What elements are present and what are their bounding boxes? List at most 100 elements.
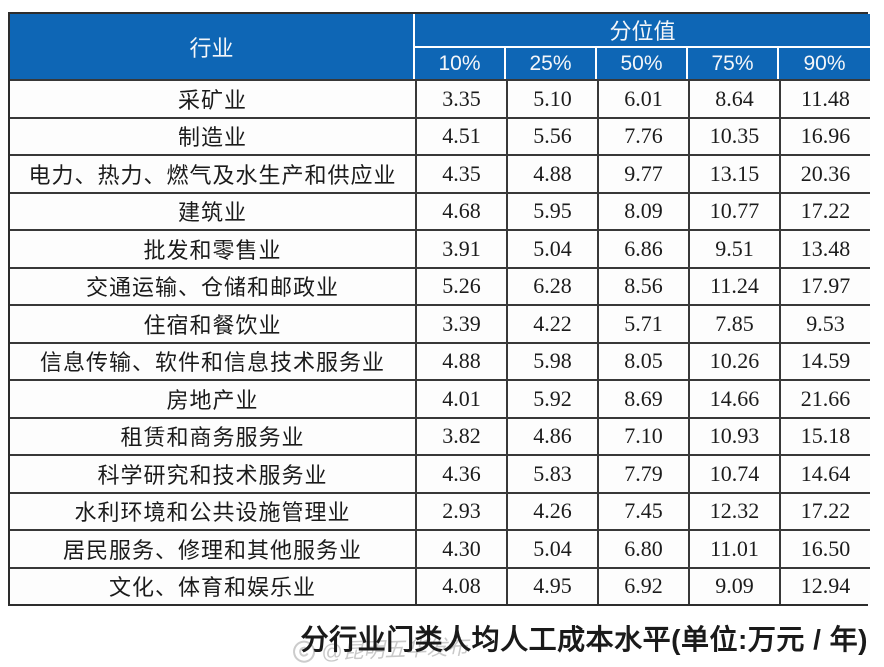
percentile-column-header: 90% [779, 48, 870, 79]
value-cell: 4.88 [506, 154, 597, 192]
value-cell: 17.22 [779, 191, 870, 229]
value-cell: 4.35 [415, 154, 506, 192]
table-row: 采矿业 3.35 5.10 6.01 8.64 11.48 [10, 79, 870, 117]
table-row: 制造业 4.51 5.56 7.76 10.35 16.96 [10, 116, 870, 154]
table-row: 房地产业 4.01 5.92 8.69 14.66 21.66 [10, 379, 870, 417]
value-cell: 10.35 [688, 116, 779, 154]
percentile-column-header: 10% [415, 48, 506, 79]
value-cell: 5.95 [506, 191, 597, 229]
table-row: 文化、体育和娱乐业 4.08 4.95 6.92 9.09 12.94 [10, 566, 870, 604]
table-row: 租赁和商务服务业 3.82 4.86 7.10 10.93 15.18 [10, 416, 870, 454]
industry-column-header: 行业 [10, 14, 415, 79]
value-cell: 4.88 [415, 341, 506, 379]
industry-cell: 居民服务、修理和其他服务业 [10, 529, 415, 567]
value-cell: 6.01 [597, 79, 688, 117]
value-cell: 5.56 [506, 116, 597, 154]
industry-cell: 住宿和餐饮业 [10, 304, 415, 342]
value-cell: 13.48 [779, 229, 870, 267]
value-cell: 10.74 [688, 454, 779, 492]
value-cell: 20.36 [779, 154, 870, 192]
value-cell: 10.93 [688, 416, 779, 454]
table-caption: 分行业门类人均人工成本水平(单位:万元 / 年) [300, 624, 868, 655]
value-cell: 4.30 [415, 529, 506, 567]
header-group-row: 行业 分位值 [10, 14, 870, 79]
value-cell: 4.26 [506, 491, 597, 529]
table-body: 采矿业 3.35 5.10 6.01 8.64 11.48 制造业 4.51 5.56 7.76 1… [10, 79, 870, 604]
value-cell: 5.92 [506, 379, 597, 417]
value-cell: 8.69 [597, 379, 688, 417]
value-cell: 17.22 [779, 491, 870, 529]
value-cell: 17.97 [779, 266, 870, 304]
value-cell: 4.68 [415, 191, 506, 229]
value-cell: 8.09 [597, 191, 688, 229]
table-row: 信息传输、软件和信息技术服务业 4.88 5.98 8.05 10.26 14.59 [10, 341, 870, 379]
value-cell: 5.98 [506, 341, 597, 379]
value-cell: 7.85 [688, 304, 779, 342]
value-cell: 4.95 [506, 566, 597, 604]
value-cell: 10.77 [688, 191, 779, 229]
value-cell: 16.96 [779, 116, 870, 154]
table-row: 水利环境和公共设施管理业 2.93 4.26 7.45 12.32 17.22 [10, 491, 870, 529]
industry-cell: 制造业 [10, 116, 415, 154]
value-cell: 5.10 [506, 79, 597, 117]
industry-cell: 房地产业 [10, 379, 415, 417]
value-cell: 3.91 [415, 229, 506, 267]
value-cell: 5.04 [506, 529, 597, 567]
value-cell: 9.77 [597, 154, 688, 192]
value-cell: 6.86 [597, 229, 688, 267]
table-row: 住宿和餐饮业 3.39 4.22 5.71 7.85 9.53 [10, 304, 870, 342]
value-cell: 3.39 [415, 304, 506, 342]
value-cell: 15.18 [779, 416, 870, 454]
table-row: 电力、热力、燃气及水生产和供应业 4.35 4.88 9.77 13.15 20.36 [10, 154, 870, 192]
value-cell: 4.51 [415, 116, 506, 154]
value-cell: 6.92 [597, 566, 688, 604]
labor-cost-table-wrapper: 行业 分位值 10% 25% 50% 75% 90% 采矿业 3.35 5.10 6.01 8.… [8, 12, 870, 606]
value-cell: 11.01 [688, 529, 779, 567]
industry-cell: 信息传输、软件和信息技术服务业 [10, 341, 415, 379]
industry-cell: 建筑业 [10, 191, 415, 229]
value-cell: 5.26 [415, 266, 506, 304]
industry-cell: 科学研究和技术服务业 [10, 454, 415, 492]
value-cell: 4.86 [506, 416, 597, 454]
value-cell: 5.71 [597, 304, 688, 342]
value-cell: 6.28 [506, 266, 597, 304]
value-cell: 9.51 [688, 229, 779, 267]
table-row: 居民服务、修理和其他服务业 4.30 5.04 6.80 11.01 16.50 [10, 529, 870, 567]
value-cell: 9.53 [779, 304, 870, 342]
value-cell: 8.64 [688, 79, 779, 117]
value-cell: 5.04 [506, 229, 597, 267]
value-cell: 3.35 [415, 79, 506, 117]
value-cell: 11.24 [688, 266, 779, 304]
value-cell: 8.05 [597, 341, 688, 379]
table-row: 科学研究和技术服务业 4.36 5.83 7.79 10.74 14.64 [10, 454, 870, 492]
value-cell: 11.48 [779, 79, 870, 117]
value-cell: 4.36 [415, 454, 506, 492]
value-cell: 7.79 [597, 454, 688, 492]
value-cell: 7.45 [597, 491, 688, 529]
industry-cell: 水利环境和公共设施管理业 [10, 491, 415, 529]
percentile-column-header: 75% [688, 48, 779, 79]
table-header: 行业 分位值 10% 25% 50% 75% 90% [10, 14, 870, 79]
industry-cell: 电力、热力、燃气及水生产和供应业 [10, 154, 415, 192]
value-cell: 4.22 [506, 304, 597, 342]
value-cell: 9.09 [688, 566, 779, 604]
table-row: 交通运输、仓储和邮政业 5.26 6.28 8.56 11.24 17.97 [10, 266, 870, 304]
labor-cost-table: 行业 分位值 10% 25% 50% 75% 90% 采矿业 3.35 5.10 6.01 8.… [10, 14, 870, 604]
value-cell: 6.80 [597, 529, 688, 567]
value-cell: 4.01 [415, 379, 506, 417]
value-cell: 7.10 [597, 416, 688, 454]
percentile-group-header: 分位值 [415, 14, 870, 48]
value-cell: 5.83 [506, 454, 597, 492]
table-row: 建筑业 4.68 5.95 8.09 10.77 17.22 [10, 191, 870, 229]
value-cell: 12.32 [688, 491, 779, 529]
value-cell: 14.66 [688, 379, 779, 417]
value-cell: 7.76 [597, 116, 688, 154]
value-cell: 16.50 [779, 529, 870, 567]
value-cell: 8.56 [597, 266, 688, 304]
value-cell: 14.59 [779, 341, 870, 379]
industry-cell: 文化、体育和娱乐业 [10, 566, 415, 604]
value-cell: 21.66 [779, 379, 870, 417]
value-cell: 4.08 [415, 566, 506, 604]
table-row: 批发和零售业 3.91 5.04 6.86 9.51 13.48 [10, 229, 870, 267]
value-cell: 2.93 [415, 491, 506, 529]
